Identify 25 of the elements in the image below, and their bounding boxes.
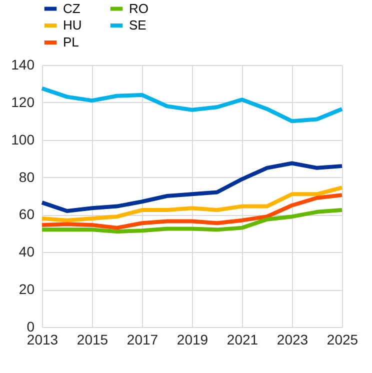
x-tick-label: 2013: [26, 332, 58, 348]
y-tick-label: 0: [26, 318, 35, 334]
line-series: [40, 86, 344, 124]
line-series: [40, 161, 344, 213]
x-tick-label: 2017: [126, 332, 158, 348]
y-tick-label: 100: [11, 131, 35, 148]
line-series: [40, 186, 344, 222]
x-tick-label: 2025: [326, 332, 358, 348]
legend-label: SE: [129, 18, 147, 32]
line-series: [40, 193, 344, 230]
x-tick-label: 2019: [176, 332, 208, 348]
legend-label: PL: [63, 34, 79, 50]
line-series: [40, 208, 344, 234]
x-tick-label: 2021: [226, 332, 258, 348]
legend-label: RO: [129, 0, 148, 16]
legend-label: HU: [63, 18, 82, 32]
y-tick-label: 120: [11, 94, 35, 110]
y-tick-label: 140: [11, 56, 35, 72]
x-tick-label: 2023: [276, 332, 308, 348]
y-tick-label: 20: [18, 281, 35, 298]
x-tick-label: 2015: [76, 332, 108, 348]
y-tick-label: 60: [18, 206, 35, 222]
y-tick-label: 80: [18, 168, 35, 185]
y-tick-label: 40: [18, 244, 35, 260]
legend-label: CZ: [63, 0, 80, 16]
